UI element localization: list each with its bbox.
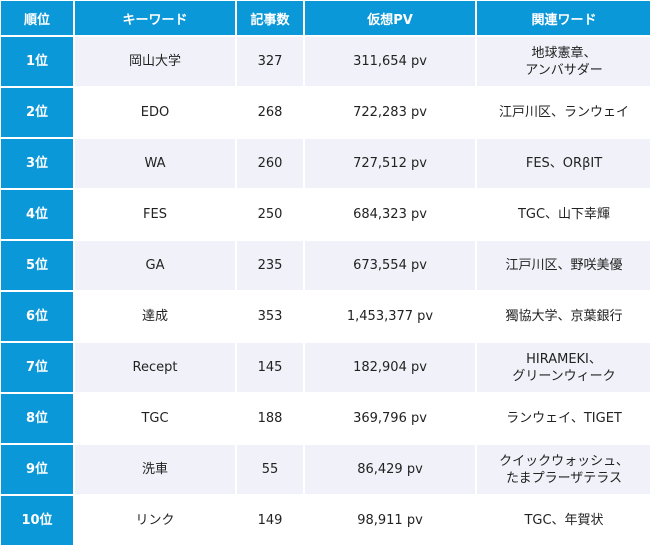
related-cell: 江戸川区、野咲美優 [477,241,650,290]
table-row: 1位 岡山大学 327 311,654 pv 地球憲章、 アンバサダー [1,37,650,86]
rank-cell: 4位 [1,190,73,239]
header-rank: 順位 [1,1,73,35]
count-cell: 327 [237,37,303,86]
pv-cell: 311,654 pv [305,37,475,86]
count-cell: 235 [237,241,303,290]
header-pv: 仮想PV [305,1,475,35]
related-cell: クイックウォッシュ、 たまプラーザテラス [477,445,650,494]
table-row: 7位 Recept 145 182,904 pv HIRAMEKI、 グリーンウィーク [1,343,650,392]
pv-cell: 1,453,377 pv [305,292,475,341]
keyword-cell: WA [75,139,235,188]
rank-cell: 7位 [1,343,73,392]
keyword-cell: EDO [75,88,235,137]
rank-cell: 6位 [1,292,73,341]
table-row: 9位 洗車 55 86,429 pv クイックウォッシュ、 たまプラーザテラス [1,445,650,494]
rank-cell: 3位 [1,139,73,188]
keyword-cell: リンク [75,496,235,545]
related-cell: TGC、年賀状 [477,496,650,545]
pv-cell: 722,283 pv [305,88,475,137]
related-cell: FES、ORβIT [477,139,650,188]
count-cell: 250 [237,190,303,239]
header-count: 記事数 [237,1,303,35]
pv-cell: 684,323 pv [305,190,475,239]
table-row: 8位 TGC 188 369,796 pv ランウェイ、TIGET [1,394,650,443]
count-cell: 145 [237,343,303,392]
count-cell: 188 [237,394,303,443]
count-cell: 149 [237,496,303,545]
rank-cell: 9位 [1,445,73,494]
header-related: 関連ワード [477,1,650,35]
pv-cell: 86,429 pv [305,445,475,494]
table-row: 10位 リンク 149 98,911 pv TGC、年賀状 [1,496,650,545]
keyword-cell: 達成 [75,292,235,341]
related-cell: 獨協大学、京葉銀行 [477,292,650,341]
keyword-cell: 洗車 [75,445,235,494]
rank-cell: 10位 [1,496,73,545]
rank-cell: 8位 [1,394,73,443]
count-cell: 55 [237,445,303,494]
related-cell: 地球憲章、 アンバサダー [477,37,650,86]
pv-cell: 727,512 pv [305,139,475,188]
table-row: 2位 EDO 268 722,283 pv 江戸川区、ランウェイ [1,88,650,137]
pv-cell: 673,554 pv [305,241,475,290]
related-cell: 江戸川区、ランウェイ [477,88,650,137]
keyword-cell: TGC [75,394,235,443]
pv-cell: 98,911 pv [305,496,475,545]
count-cell: 353 [237,292,303,341]
count-cell: 260 [237,139,303,188]
table-row: 4位 FES 250 684,323 pv TGC、山下幸輝 [1,190,650,239]
pv-cell: 182,904 pv [305,343,475,392]
table-row: 5位 GA 235 673,554 pv 江戸川区、野咲美優 [1,241,650,290]
header-row: 順位 キーワード 記事数 仮想PV 関連ワード [1,1,650,35]
rank-cell: 2位 [1,88,73,137]
keyword-cell: 岡山大学 [75,37,235,86]
related-cell: ランウェイ、TIGET [477,394,650,443]
keyword-cell: Recept [75,343,235,392]
count-cell: 268 [237,88,303,137]
keyword-cell: FES [75,190,235,239]
pv-cell: 369,796 pv [305,394,475,443]
rank-cell: 5位 [1,241,73,290]
keyword-cell: GA [75,241,235,290]
rank-cell: 1位 [1,37,73,86]
table-row: 3位 WA 260 727,512 pv FES、ORβIT [1,139,650,188]
table-row: 6位 達成 353 1,453,377 pv 獨協大学、京葉銀行 [1,292,650,341]
related-cell: HIRAMEKI、 グリーンウィーク [477,343,650,392]
header-keyword: キーワード [75,1,235,35]
related-cell: TGC、山下幸輝 [477,190,650,239]
